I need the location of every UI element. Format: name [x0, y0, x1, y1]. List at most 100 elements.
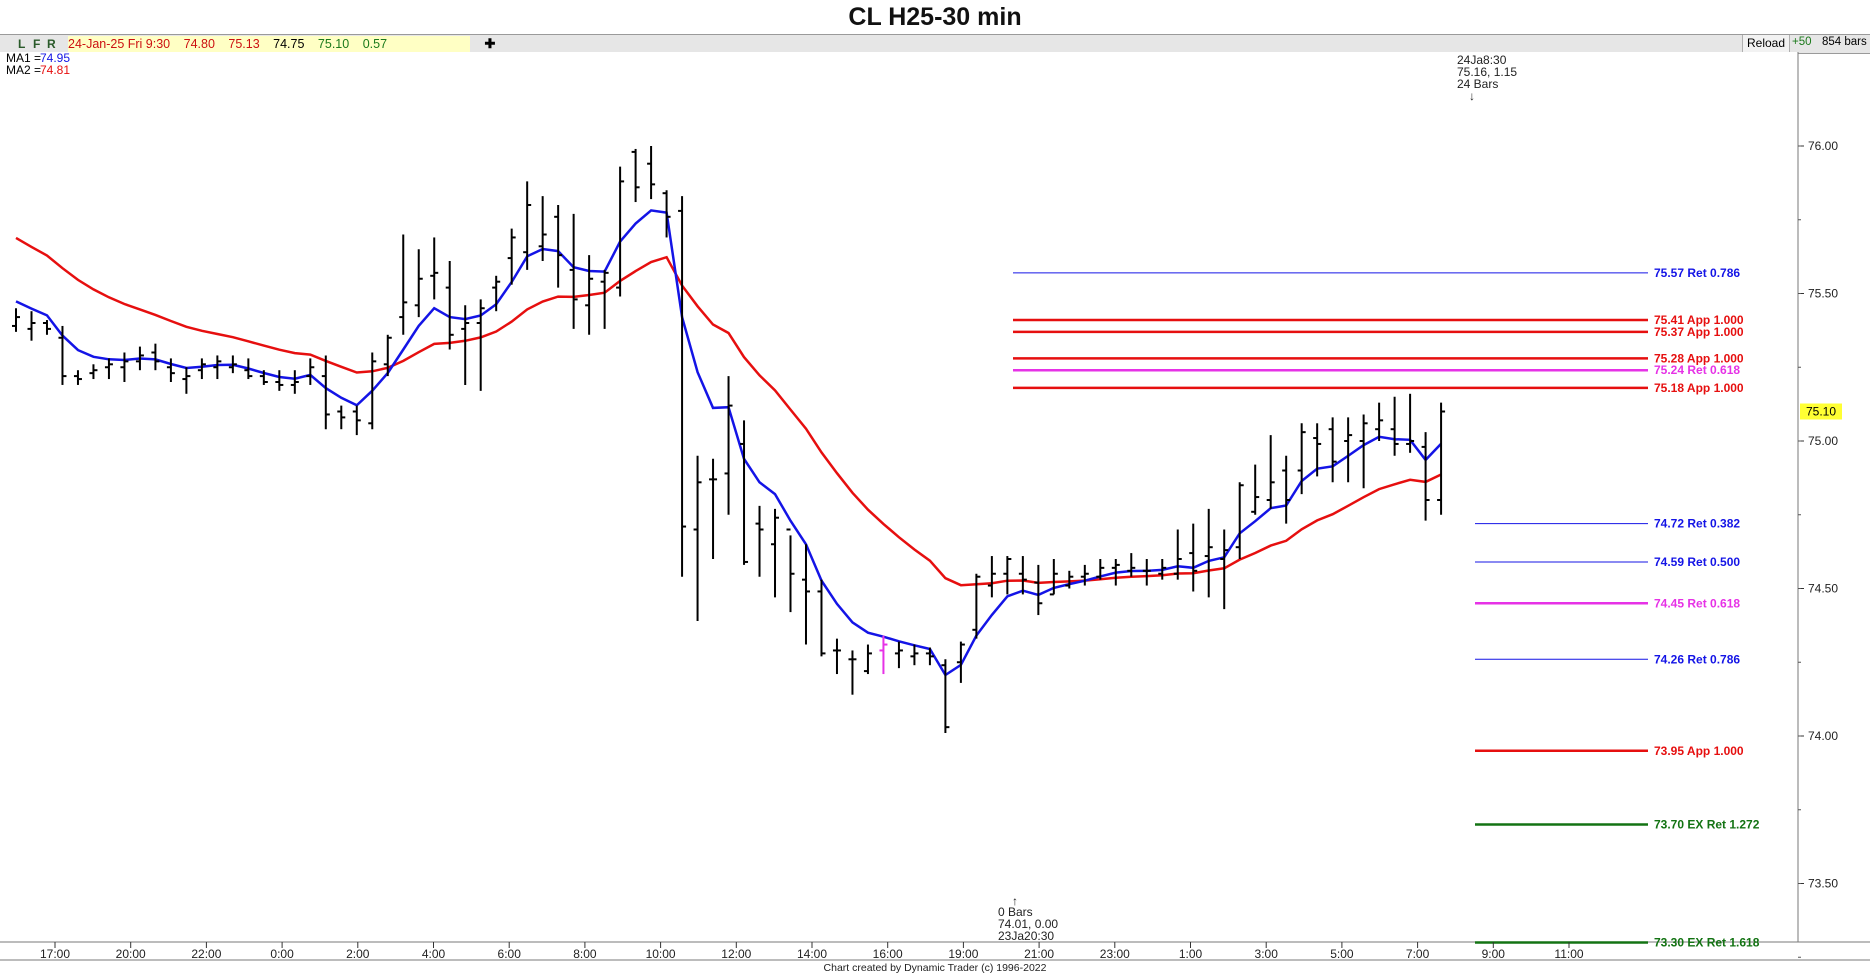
level-label: 73.95 App 1.000 — [1654, 744, 1744, 758]
crosshair-icon[interactable]: ✚ — [484, 36, 496, 51]
quote-low: 74.75 — [273, 37, 305, 51]
ohlc-bar — [1235, 482, 1244, 559]
price-tick-label: 74.00 — [1808, 729, 1838, 743]
ohlc-bar — [383, 334, 392, 377]
pivot-annotation-text: 23Ja20:30 — [998, 929, 1054, 943]
level-label: 75.57 Ret 0.786 — [1654, 266, 1740, 280]
time-tick-label: 6:00 — [498, 947, 522, 961]
ma2-line — [15, 236, 1442, 587]
ohlc-bar — [956, 641, 965, 683]
time-tick-label: 16:00 — [873, 947, 903, 961]
time-tick-label: 0:00 — [270, 947, 294, 961]
level-label: 74.59 Ret 0.500 — [1654, 555, 1740, 569]
chart-title: CL H25-30 min — [848, 3, 1022, 31]
level-label: 75.28 App 1.000 — [1654, 351, 1744, 365]
ohlc-bar — [1437, 402, 1446, 515]
ohlc-bar — [166, 358, 175, 382]
ohlc-bar — [894, 641, 903, 669]
add-bars-button[interactable]: +50 — [1792, 36, 1812, 48]
ohlc-bar — [1003, 556, 1012, 595]
pivot-annotation-text: 75.16, 1.15 — [1457, 65, 1517, 79]
ohlc-bar — [27, 311, 36, 341]
ohlc-bar — [12, 308, 20, 332]
ohlc-bar — [1297, 423, 1306, 495]
level-label: 75.18 App 1.000 — [1654, 381, 1744, 395]
ohlc-bar — [693, 455, 702, 621]
ohlc-bar — [1158, 559, 1167, 580]
time-tick-label: 11:00 — [1554, 947, 1583, 961]
quote-bar: 24-Jan-25 Fri 9:30 74.80 75.13 74.75 75.… — [68, 36, 470, 52]
ohlc-bar — [73, 370, 82, 385]
ohlc-bar — [58, 325, 67, 385]
pivot-annotation-text: 0 Bars — [998, 905, 1033, 919]
ohlc-bar — [182, 367, 191, 394]
time-tick-label: 19:00 — [948, 947, 978, 961]
indicator-value-ma2: 74.81 — [40, 63, 70, 77]
ohlc-bar — [430, 237, 439, 300]
last-price-label: 75.10 — [1806, 405, 1836, 419]
ohlc-bar — [1220, 529, 1229, 610]
price-tick-label: 75.00 — [1808, 434, 1838, 448]
pivot-annotation-text: 24Ja8:30 — [1457, 53, 1507, 67]
quote-open: 74.80 — [183, 37, 215, 51]
ohlc-bar — [678, 196, 687, 577]
ohlc-bar — [1127, 553, 1136, 577]
level-label: 73.70 EX Ret 1.272 — [1654, 818, 1760, 832]
ohlc-bar — [879, 635, 888, 675]
ohlc-bar — [1266, 435, 1275, 509]
ohlc-bar — [1406, 393, 1415, 453]
ohlc-bar — [1034, 564, 1043, 616]
ohlc-bar — [1111, 559, 1120, 586]
ohlc-bar — [414, 249, 423, 318]
ohlc-bar — [306, 358, 315, 385]
ohlc-bar — [337, 405, 346, 430]
reload-button[interactable]: Reload — [1742, 35, 1790, 52]
time-tick-label: 10:00 — [646, 947, 676, 961]
ohlc-bar — [290, 370, 299, 394]
ohlc-bar — [89, 364, 98, 380]
quote-close: 75.10 — [317, 37, 350, 51]
ohlc-bar — [1189, 523, 1198, 592]
ohlc-bar — [1344, 417, 1353, 483]
ohlc-bar — [507, 228, 516, 285]
quote-change: 0.57 — [362, 37, 388, 51]
ohlc-bar — [585, 255, 594, 335]
last-price-box — [1800, 403, 1842, 420]
ohlc-bar — [321, 355, 330, 430]
ohlc-bar — [600, 269, 609, 329]
ohlc-bar — [709, 458, 718, 559]
refresh-button[interactable]: R — [47, 37, 56, 51]
price-tick-label: 75.50 — [1808, 287, 1838, 301]
ohlc-bar — [910, 644, 919, 666]
time-tick-label: 2:00 — [346, 947, 370, 961]
ohlc-bar — [1421, 432, 1430, 521]
ohlc-bar — [1375, 402, 1384, 441]
level-label: 75.37 App 1.000 — [1654, 325, 1744, 339]
ohlc-bar — [1251, 464, 1260, 515]
line-chart-button[interactable]: L — [18, 37, 26, 51]
ohlc-bar — [1359, 414, 1368, 489]
level-label: 73.30 EX Ret 1.618 — [1654, 936, 1760, 950]
time-tick-label: 14:00 — [797, 947, 827, 961]
indicator-value-ma1: 74.95 — [40, 52, 70, 65]
ohlc-bar — [104, 358, 113, 380]
time-tick-label: 3:00 — [1255, 947, 1279, 961]
ohlc-bar — [1096, 559, 1105, 580]
price-tick-label: 73.50 — [1808, 877, 1838, 891]
time-tick-label: 12:00 — [721, 947, 751, 961]
ohlc-bar — [135, 346, 144, 371]
ohlc-bar — [941, 659, 950, 734]
ohlc-bar — [259, 370, 268, 385]
time-tick-label: 9:00 — [1482, 947, 1506, 961]
ohlc-bar — [972, 573, 981, 639]
ohlc-bar — [228, 355, 237, 374]
ohlc-bar — [1142, 559, 1151, 586]
pivot-annotation-text: 24 Bars — [1457, 77, 1498, 91]
price-tick-label: 74.50 — [1808, 582, 1838, 596]
time-tick-label: 17:00 — [40, 947, 70, 961]
ohlc-bar — [740, 420, 749, 565]
indicator-label-ma2: MA2 = — [6, 63, 41, 77]
format-button[interactable]: F — [33, 37, 41, 51]
ohlc-bar — [832, 638, 841, 675]
